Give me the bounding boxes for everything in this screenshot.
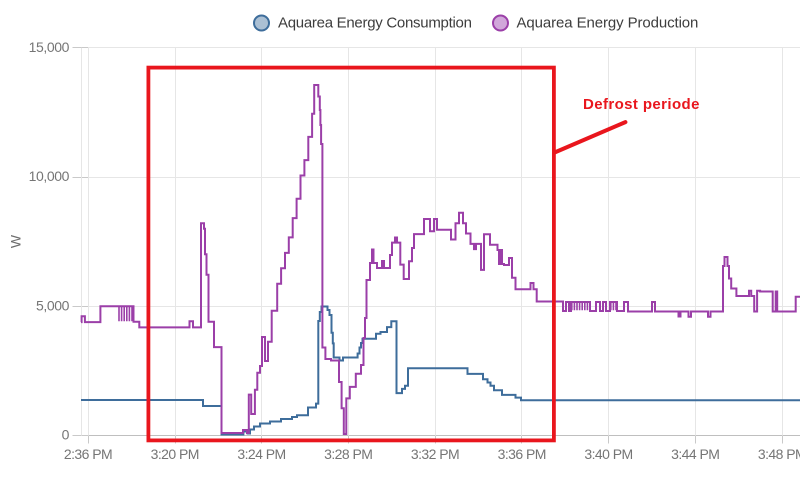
svg-text:3:36 PM: 3:36 PM [498,446,546,462]
svg-text:10,000: 10,000 [29,168,70,184]
svg-text:W: W [8,234,24,248]
svg-text:0: 0 [62,427,70,443]
svg-text:3:24 PM: 3:24 PM [237,446,285,462]
svg-text:15,000: 15,000 [29,39,70,55]
svg-text:Aquarea Energy Production: Aquarea Energy Production [517,15,699,32]
svg-text:3:48 PM: 3:48 PM [758,446,800,462]
svg-text:3:44 PM: 3:44 PM [671,446,719,462]
svg-text:3:40 PM: 3:40 PM [584,446,632,462]
svg-text:3:32 PM: 3:32 PM [411,446,459,462]
svg-text:5,000: 5,000 [36,298,70,314]
svg-text:3:28 PM: 3:28 PM [324,446,372,462]
svg-text:3:20 PM: 3:20 PM [151,446,199,462]
svg-text:2:36 PM: 2:36 PM [64,446,112,462]
svg-text:Defrost periode: Defrost periode [583,96,700,113]
svg-text:Aquarea Energy Consumption: Aquarea Energy Consumption [278,15,472,32]
